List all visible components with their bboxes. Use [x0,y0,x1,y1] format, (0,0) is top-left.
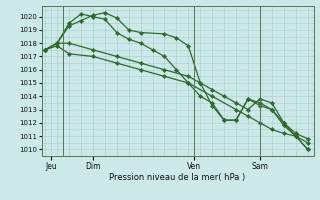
X-axis label: Pression niveau de la mer( hPa ): Pression niveau de la mer( hPa ) [109,173,246,182]
